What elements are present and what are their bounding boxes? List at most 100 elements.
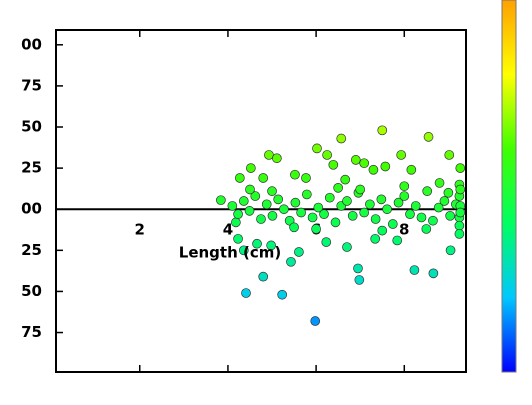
point [370,233,381,244]
point [234,173,245,183]
point [238,196,249,206]
point [445,245,456,256]
point [289,222,299,233]
y-tick-label: 75 [21,76,42,94]
point [301,189,312,200]
point [328,159,339,170]
point [455,207,466,218]
point [359,207,370,218]
point [433,202,444,213]
x-tick-label: 8 [399,221,409,239]
point [252,238,262,249]
point [434,178,445,188]
point [333,182,344,193]
point [319,209,329,220]
point [258,173,269,183]
point [313,202,324,213]
y-tick-label: 25 [21,159,42,177]
point [423,132,434,142]
point [238,245,249,256]
point [368,164,379,175]
point [376,194,387,205]
point [324,192,335,203]
point [233,233,243,244]
point [347,210,358,221]
point [354,275,365,285]
point [382,204,392,215]
point [267,186,277,196]
point [296,207,306,218]
x-axis-label: Length (cm) [179,244,281,262]
colorbar [501,0,517,373]
point [311,224,321,234]
point [399,191,410,201]
point [244,206,255,216]
point [422,186,433,196]
point [445,210,455,221]
point [416,212,427,223]
point [294,247,304,257]
x-tick-label: 2 [135,221,145,239]
point [444,150,455,160]
point [273,194,284,205]
point [246,163,256,173]
point [266,240,276,251]
x-tick-label: 4 [223,221,233,239]
point [301,173,311,183]
point [393,197,404,208]
plot-frame [55,29,467,373]
point [290,197,301,208]
point [359,158,370,169]
point [216,195,226,206]
point [241,288,251,298]
point [272,153,282,164]
point [387,219,398,229]
point [405,209,415,220]
y-tick-label: 50 [21,118,42,136]
point [342,242,352,252]
point [321,237,332,247]
point [353,263,363,274]
point [310,316,321,326]
y-tick-label: 00 [21,35,42,53]
point [250,191,261,201]
y-tick-label: 25 [21,241,42,259]
point [392,235,403,246]
point [336,133,347,144]
point [370,214,381,224]
point [286,256,296,267]
point [256,214,266,224]
point [377,225,388,236]
point [365,199,375,210]
point [277,289,288,300]
point [290,169,300,180]
y-tick-label: 50 [21,282,42,300]
point [355,184,366,195]
point [330,217,341,228]
point [455,163,466,173]
point [340,174,351,185]
point [406,164,417,175]
point [455,184,466,195]
point [227,201,238,211]
point [261,199,272,210]
point [342,196,352,206]
point [410,201,421,211]
point [421,224,432,234]
point [428,268,439,279]
point [428,215,438,226]
point [443,187,454,198]
point [312,143,322,154]
points [216,125,466,326]
point [279,204,289,215]
point [267,210,278,221]
y-tick-label: 00 [21,200,42,218]
point [399,181,410,192]
point [307,212,318,223]
point [454,229,465,239]
point [245,184,255,195]
point [439,196,450,206]
point [454,220,465,231]
